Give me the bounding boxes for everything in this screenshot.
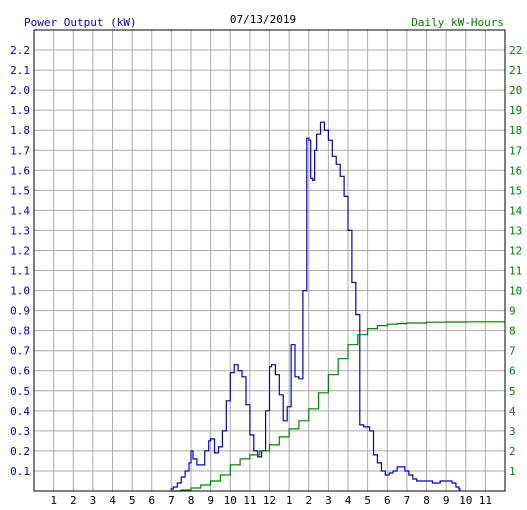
left-tick-label: 0.6 — [10, 365, 30, 378]
left-tick-label: 0.3 — [10, 425, 30, 438]
left-tick-label: 1.0 — [10, 285, 30, 298]
left-tick-label: 1.9 — [10, 104, 30, 117]
right-tick-label: 10 — [509, 285, 522, 298]
plot-frame — [33, 29, 506, 492]
x-tick-label: 4 — [345, 494, 352, 507]
x-tick-label: 2 — [70, 494, 77, 507]
x-tick-label: 6 — [384, 494, 391, 507]
x-tick-label: 8 — [188, 494, 195, 507]
right-tick-label: 7 — [509, 345, 516, 358]
left-axis-ticks: 0.1 0.2 0.3 0.4 0.5 0.6 0.7 0.8 0.9 1.0 1.1 1.2 1.3 1… — [10, 44, 30, 478]
left-tick-label: 2.1 — [10, 64, 30, 77]
x-tick-label: 3 — [90, 494, 97, 507]
right-tick-label: 11 — [509, 265, 522, 278]
energy-series-line — [170, 321, 505, 492]
right-tick-label: 2 — [509, 445, 516, 458]
left-tick-label: 2.2 — [10, 44, 30, 57]
x-tick-label: 5 — [364, 494, 371, 507]
x-tick-label: 4 — [109, 494, 116, 507]
x-tick-label: 7 — [404, 494, 411, 507]
right-tick-label: 16 — [509, 164, 522, 177]
x-tick-label: 1 — [286, 494, 293, 507]
right-tick-label: 15 — [509, 184, 522, 197]
x-axis-ticks: 1 2 3 4 5 6 7 8 9 10 11 12 1 2 3 4 5 6 7 8 9 10 11 — [50, 494, 492, 507]
x-tick-label: 12 — [263, 494, 276, 507]
right-tick-label: 5 — [509, 385, 516, 398]
x-tick-label: 9 — [207, 494, 214, 507]
grid — [34, 30, 505, 491]
x-tick-label: 10 — [459, 494, 472, 507]
right-tick-label: 13 — [509, 224, 522, 237]
x-tick-label: 8 — [423, 494, 430, 507]
left-tick-label: 1.1 — [10, 265, 30, 278]
series-lines — [170, 121, 505, 492]
right-tick-label: 20 — [509, 84, 522, 97]
right-tick-label: 14 — [509, 204, 523, 217]
x-tick-label: 2 — [305, 494, 312, 507]
left-tick-label: 2.0 — [10, 84, 30, 97]
right-tick-label: 19 — [509, 104, 522, 117]
x-tick-label: 6 — [148, 494, 155, 507]
left-tick-label: 1.2 — [10, 244, 30, 257]
x-tick-label: 3 — [325, 494, 332, 507]
left-tick-label: 0.5 — [10, 385, 30, 398]
power-series-line — [170, 121, 461, 491]
left-tick-label: 0.1 — [10, 465, 30, 478]
left-tick-label: 1.8 — [10, 124, 30, 137]
left-tick-label: 1.7 — [10, 144, 30, 157]
right-axis-label: Daily kW-Hours — [411, 16, 504, 29]
left-axis-label: Power Output (kW) — [24, 16, 137, 29]
right-tick-label: 21 — [509, 64, 522, 77]
x-tick-label: 1 — [50, 494, 57, 507]
left-tick-label: 0.2 — [10, 445, 30, 458]
left-tick-label: 0.9 — [10, 305, 30, 318]
right-tick-label: 18 — [509, 124, 522, 137]
right-tick-label: 4 — [509, 405, 516, 418]
right-tick-label: 8 — [509, 325, 516, 338]
right-tick-label: 3 — [509, 425, 516, 438]
left-tick-label: 0.7 — [10, 345, 30, 358]
right-tick-label: 17 — [509, 144, 522, 157]
right-tick-label: 22 — [509, 44, 522, 57]
x-tick-label: 5 — [129, 494, 136, 507]
left-tick-label: 0.8 — [10, 325, 30, 338]
left-tick-label: 0.4 — [10, 405, 30, 418]
right-tick-label: 1 — [509, 465, 516, 478]
x-tick-label: 9 — [443, 494, 450, 507]
left-tick-label: 1.6 — [10, 164, 30, 177]
left-tick-label: 1.4 — [10, 204, 30, 217]
right-tick-label: 6 — [509, 365, 516, 378]
right-tick-label: 12 — [509, 244, 522, 257]
left-tick-label: 1.5 — [10, 184, 30, 197]
x-tick-label: 11 — [243, 494, 256, 507]
left-tick-label: 1.3 — [10, 224, 30, 237]
x-tick-label: 11 — [479, 494, 492, 507]
chart-title: 07/13/2019 — [230, 13, 296, 26]
x-tick-label: 7 — [168, 494, 175, 507]
right-tick-label: 9 — [509, 305, 516, 318]
x-tick-label: 10 — [224, 494, 237, 507]
